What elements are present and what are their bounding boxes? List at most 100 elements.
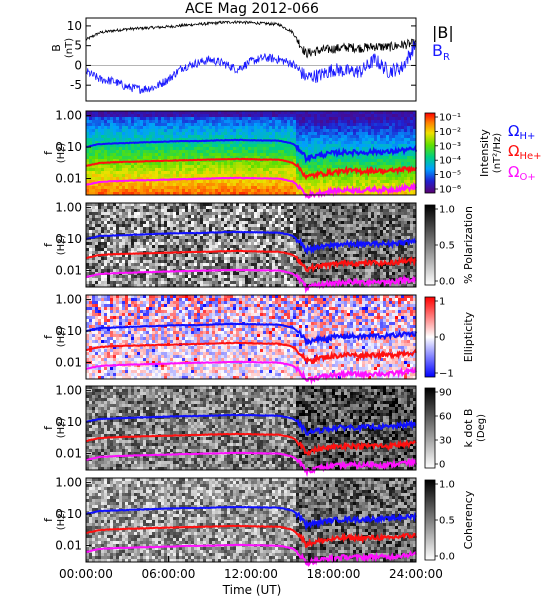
spectrogram-cell — [104, 263, 108, 267]
spectrogram-cell — [122, 263, 126, 267]
spectrogram-cell — [182, 186, 186, 190]
spectrogram-cell — [95, 245, 99, 249]
spectrogram-cell — [287, 174, 291, 178]
spectrogram-cell — [185, 218, 189, 222]
spectrogram-cell — [149, 239, 153, 243]
spectrogram-cell — [131, 144, 135, 148]
spectrogram-cell — [335, 147, 339, 151]
spectrogram-cell — [209, 126, 213, 130]
spectrogram-cell — [326, 126, 330, 130]
spectrogram-cell — [107, 126, 111, 130]
spectrogram-cell — [233, 281, 237, 285]
spectrogram-cell — [155, 171, 159, 175]
spectrogram-cell — [161, 165, 165, 169]
spectrogram-cell — [185, 126, 189, 130]
spectrogram-cell — [116, 260, 120, 264]
spectrogram-cell — [239, 254, 243, 258]
spectrogram-cell — [164, 141, 168, 145]
spectrogram-cell — [191, 129, 195, 133]
spectrogram-cell — [194, 248, 198, 252]
spectrogram-cell — [146, 150, 150, 154]
spectrogram-cell — [110, 221, 114, 225]
spectrogram-cell — [284, 144, 288, 148]
spectrogram-cell — [245, 159, 249, 163]
spectrogram-cell — [278, 254, 282, 258]
spectrogram-cell — [404, 174, 408, 178]
spectrogram-cell — [95, 144, 99, 148]
spectrogram-cell — [227, 260, 231, 264]
spectrogram-cell — [194, 150, 198, 154]
spectrogram-cell — [308, 168, 312, 172]
spectrogram-cell — [284, 168, 288, 172]
spectrogram-cell — [122, 248, 126, 252]
spectrogram-cell — [344, 120, 348, 124]
spectrogram-cell — [89, 174, 93, 178]
spectrogram-cell — [227, 192, 231, 196]
spectrogram-cell — [86, 266, 90, 270]
spectrogram-cell — [155, 209, 159, 213]
spectrogram-cell — [101, 156, 105, 160]
spectrogram-cell — [368, 141, 372, 145]
spectrogram-cell — [293, 180, 297, 184]
spectrogram-cell — [338, 192, 342, 196]
spectrogram-cell — [89, 129, 93, 133]
spectrogram-cell — [257, 153, 261, 157]
spectrogram-cell — [206, 174, 210, 178]
spectrogram-cell — [245, 123, 249, 127]
spectrogram-cell — [275, 239, 279, 243]
spectrogram-cell — [122, 278, 126, 282]
spectrogram-cell — [179, 215, 183, 219]
spectrogram-cell — [410, 150, 414, 154]
spectrogram-cell — [170, 215, 174, 219]
spectrogram-cell — [209, 123, 213, 127]
spectrogram-cell — [176, 138, 180, 142]
spectrogram-cell — [191, 266, 195, 270]
spectrogram-cell — [209, 135, 213, 139]
spectrogram-cell — [209, 254, 213, 258]
spectrogram-cell — [92, 218, 96, 222]
spectrogram-cell — [140, 245, 144, 249]
spectrogram-cell — [284, 132, 288, 136]
spectrogram-cell — [371, 159, 375, 163]
spectrogram-cell — [149, 236, 153, 240]
spectrogram-cell — [308, 147, 312, 151]
spectrogram-cell — [149, 138, 153, 142]
spectrogram-cell — [230, 111, 234, 115]
spectrogram-cell — [200, 192, 204, 196]
spectrogram-cell — [119, 263, 123, 267]
spectrogram-cell — [122, 168, 126, 172]
spectrogram-cell — [119, 212, 123, 216]
spectrogram-cell — [236, 224, 240, 228]
spectrogram-cell — [251, 141, 255, 145]
spectrogram-cell — [170, 183, 174, 187]
spectrogram-cell — [275, 132, 279, 136]
spectrogram-cell — [125, 206, 129, 210]
spectrogram-cell — [200, 189, 204, 193]
spectrogram-cell — [209, 224, 213, 228]
spectrogram-cell — [134, 111, 138, 115]
spectrogram-cell — [128, 236, 132, 240]
spectrogram-cell — [245, 224, 249, 228]
spectrogram-cell — [278, 156, 282, 160]
spectrogram-cell — [152, 209, 156, 213]
spectrogram-cell — [230, 212, 234, 216]
spectrogram-cell — [221, 266, 225, 270]
spectrogram-cell — [188, 209, 192, 213]
spectrogram-cell — [395, 117, 399, 121]
spectrogram-cell — [215, 162, 219, 166]
spectrogram-cell — [110, 123, 114, 127]
spectrogram-cell — [272, 272, 276, 276]
spectrogram-cell — [209, 221, 213, 225]
spectrogram-cell — [137, 153, 141, 157]
spectrogram-cell — [119, 126, 123, 130]
spectrogram-cell — [188, 212, 192, 216]
spectrogram-cell — [116, 269, 120, 273]
spectrogram-cell — [182, 156, 186, 160]
spectrogram-cell — [257, 260, 261, 264]
spectrogram-cell — [371, 114, 375, 118]
spectrogram-cell — [254, 248, 258, 252]
spectrogram-cell — [218, 114, 222, 118]
spectrogram-cell — [275, 111, 279, 115]
spectrogram-cell — [305, 129, 309, 133]
spectrogram-cell — [95, 215, 99, 219]
